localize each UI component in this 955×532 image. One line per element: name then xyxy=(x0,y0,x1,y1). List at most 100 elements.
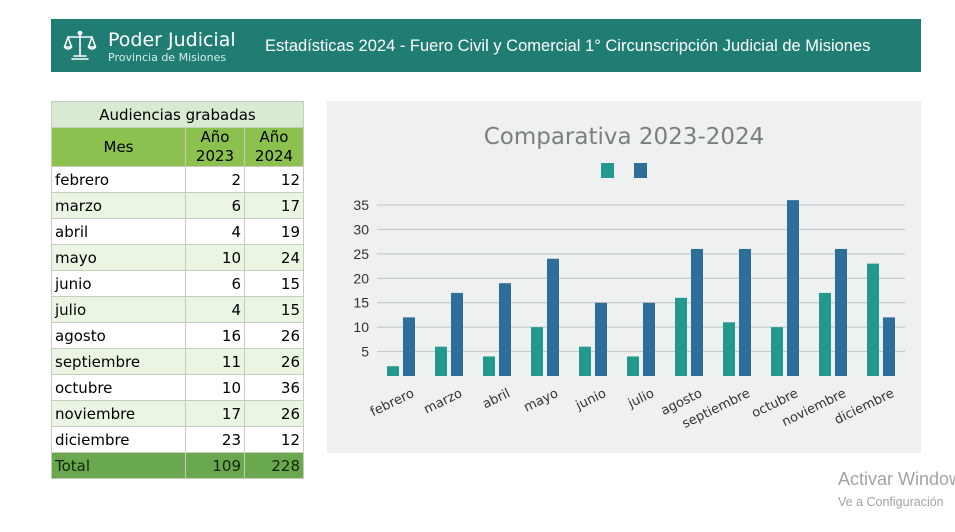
table-row: mayo 10 24 xyxy=(51,244,304,271)
bar-series-2-marzo xyxy=(451,292,463,376)
column-header-2024: Año 2024 xyxy=(244,127,304,167)
x-tick-label: mayo xyxy=(522,386,561,415)
bar-series-1-octubre xyxy=(771,327,783,376)
cell-2024: 19 xyxy=(244,218,304,245)
bar-series-1-diciembre xyxy=(867,263,879,376)
y-tick-label: 30 xyxy=(353,221,369,237)
table-row: octubre 10 36 xyxy=(51,374,304,401)
cell-month: julio xyxy=(51,296,186,323)
bar-series-1-mayo xyxy=(531,327,543,376)
table-row: junio 6 15 xyxy=(51,270,304,297)
cell-month: diciembre xyxy=(51,426,186,453)
x-tick-label: abril xyxy=(480,386,512,412)
x-tick-label: julio xyxy=(625,386,657,412)
page-title: Estadísticas 2024 - Fuero Civil y Comerc… xyxy=(265,37,871,55)
windows-activation-watermark: Activar Windows Ve a Configuración xyxy=(838,469,955,510)
cell-2023: 17 xyxy=(185,400,245,427)
bar-series-1-febrero xyxy=(387,366,399,376)
chart-y-axis: 5 10 15 20 25 30 35 xyxy=(353,197,369,360)
chart-bars xyxy=(387,200,895,376)
column-header-month: Mes xyxy=(51,127,186,167)
x-tick-label: febrero xyxy=(368,386,417,420)
cell-2023: 10 xyxy=(185,374,245,401)
brand-subtitle: Provincia de Misiones xyxy=(108,51,227,64)
x-tick-label: junio xyxy=(573,386,609,414)
cell-2023: 11 xyxy=(185,348,245,375)
bar-series-1-marzo xyxy=(435,346,447,376)
watermark-line-1: Activar Windows xyxy=(838,469,955,489)
comparison-chart: Comparativa 2023-2024 5 10 15 20 25 30 35 febr… xyxy=(327,101,921,453)
table-row: febrero 2 12 xyxy=(51,166,304,193)
cell-2023: 6 xyxy=(185,270,245,297)
chart-title: Comparativa 2023-2024 xyxy=(484,124,765,150)
table-total-row: Total 109 228 xyxy=(51,452,304,479)
y-tick-label: 25 xyxy=(353,246,369,262)
cell-month: mayo xyxy=(51,244,186,271)
y-tick-label: 5 xyxy=(361,344,369,360)
table-caption: Audiencias grabadas xyxy=(51,101,304,128)
table-row: noviembre 17 26 xyxy=(51,400,304,427)
cell-2024: 12 xyxy=(244,166,304,193)
cell-2024: 36 xyxy=(244,374,304,401)
bar-series-1-agosto xyxy=(675,297,687,376)
chart-canvas: Comparativa 2023-2024 5 10 15 20 25 30 35 febr… xyxy=(353,124,905,432)
y-tick-label: 10 xyxy=(353,319,369,335)
bar-series-2-agosto xyxy=(691,248,703,376)
y-tick-label: 35 xyxy=(353,197,369,213)
cell-2024: 17 xyxy=(244,192,304,219)
scales-of-justice-icon xyxy=(63,30,97,60)
bar-series-2-diciembre xyxy=(883,317,895,376)
cell-2024: 12 xyxy=(244,426,304,453)
total-2023: 109 xyxy=(185,452,245,479)
table-row: marzo 6 17 xyxy=(51,192,304,219)
cell-month: abril xyxy=(51,218,186,245)
bar-series-2-mayo xyxy=(547,258,559,376)
cell-month: junio xyxy=(51,270,186,297)
cell-month: septiembre xyxy=(51,348,186,375)
bar-series-2-julio xyxy=(643,302,655,376)
cell-month: octubre xyxy=(51,374,186,401)
table-row: julio 4 15 xyxy=(51,296,304,323)
chart-x-axis: febrero marzo abril mayo junio julio agostosep… xyxy=(368,386,897,432)
cell-2023: 4 xyxy=(185,296,245,323)
total-2024: 228 xyxy=(244,452,304,479)
cell-2024: 26 xyxy=(244,348,304,375)
legend-swatch-series-2 xyxy=(634,163,647,178)
bar-series-1-septiembre xyxy=(723,322,735,376)
table-row: septiembre 11 26 xyxy=(51,348,304,375)
bar-series-1-noviembre xyxy=(819,292,831,376)
cell-2024: 26 xyxy=(244,400,304,427)
bar-series-2-febrero xyxy=(403,317,415,376)
bar-series-2-abril xyxy=(499,283,511,376)
cell-2024: 15 xyxy=(244,270,304,297)
cell-2023: 23 xyxy=(185,426,245,453)
cell-2023: 16 xyxy=(185,322,245,349)
header-banner: Poder Judicial Provincia de Misiones Est… xyxy=(51,19,921,72)
cell-month: febrero xyxy=(51,166,186,193)
bar-series-1-abril xyxy=(483,356,495,376)
cell-2023: 6 xyxy=(185,192,245,219)
chart-gridlines xyxy=(377,204,905,353)
y-tick-label: 20 xyxy=(353,270,369,286)
table-row: diciembre 23 12 xyxy=(51,426,304,453)
cell-2023: 2 xyxy=(185,166,245,193)
table-header-row: Mes Año 2023 Año 2024 xyxy=(51,127,304,167)
cell-month: noviembre xyxy=(51,400,186,427)
bar-series-2-noviembre xyxy=(835,248,847,376)
cell-2023: 10 xyxy=(185,244,245,271)
column-header-2023: Año 2023 xyxy=(185,127,245,167)
cell-2024: 24 xyxy=(244,244,304,271)
cell-2024: 15 xyxy=(244,296,304,323)
table-row: abril 4 19 xyxy=(51,218,304,245)
table-caption-row: Audiencias grabadas xyxy=(51,101,304,128)
cell-month: marzo xyxy=(51,192,186,219)
legend-swatch-series-1 xyxy=(601,163,614,178)
recorded-hearings-table: Audiencias grabadas Mes Año 2023 Año 202… xyxy=(51,101,304,479)
y-tick-label: 15 xyxy=(353,295,369,311)
bar-series-2-junio xyxy=(595,302,607,376)
table-row: agosto 16 26 xyxy=(51,322,304,349)
brand-name: Poder Judicial xyxy=(108,29,236,51)
total-label: Total xyxy=(51,452,186,479)
cell-month: agosto xyxy=(51,322,186,349)
bar-series-2-septiembre xyxy=(739,248,751,376)
